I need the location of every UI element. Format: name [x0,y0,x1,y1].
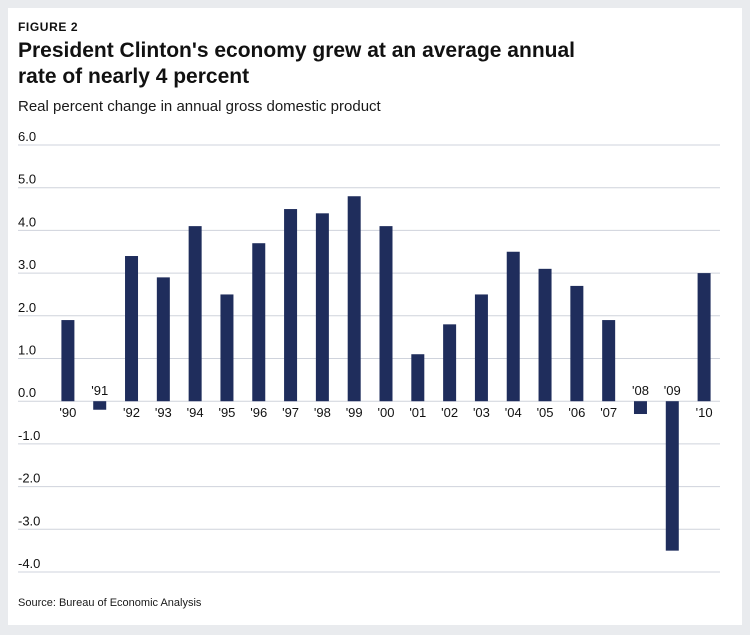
bar-15 [538,268,552,402]
x-tick-label: '05 [537,405,554,420]
y-tick-label: -1.0 [18,428,40,443]
bar-17 [602,320,616,402]
figure-panel: FIGURE 2 President Clinton's economy gre… [8,8,742,625]
figure-label: FIGURE 2 [18,20,79,34]
x-tick-label: '04 [505,405,522,420]
y-tick-label: 4.0 [18,214,36,229]
bar-19 [665,401,679,551]
bar-16 [570,285,584,402]
bar-18 [633,401,647,415]
bar-3 [156,277,170,402]
x-tick-label: '99 [346,405,363,420]
x-tick-label: '90 [59,405,76,420]
x-tick-label: '09 [664,383,681,398]
bar-11 [411,354,425,402]
bar-4 [188,226,202,402]
bar-20 [697,273,711,402]
bar-13 [474,294,488,402]
bar-7 [284,209,298,402]
y-tick-label: 6.0 [18,129,36,144]
bar-12 [443,324,457,402]
bar-0 [61,320,75,402]
x-tick-label: '08 [632,383,649,398]
y-tick-label: 1.0 [18,343,36,358]
y-tick-label: -4.0 [18,556,40,571]
x-tick-label: '92 [123,405,140,420]
y-tick-label: 0.0 [18,385,36,400]
chart-title: President Clinton's economy grew at an a… [18,39,575,88]
x-tick-label: '97 [282,405,299,420]
chart-subtitle: Real percent change in annual gross dome… [18,98,381,115]
x-tick-label: '01 [409,405,426,420]
x-tick-label: '95 [218,405,235,420]
x-tick-label: '98 [314,405,331,420]
bar-chart: 6.0 5.0 4.0 3.0 2.0 1.0 0.0 -1.0 -2.0 -3.0 -4.0 '90… [18,129,720,573]
y-tick-label: 2.0 [18,300,36,315]
x-tick-label: '94 [187,405,204,420]
x-tick-label: '00 [378,405,395,420]
source-note: Source: Bureau of Economic Analysis [18,597,202,609]
bar-10 [379,226,393,402]
x-tick-label: '06 [568,405,585,420]
x-tick-label: '10 [696,405,713,420]
bar-14 [506,251,520,402]
y-tick-label: 3.0 [18,257,36,272]
x-tick-label: '91 [91,383,108,398]
y-tick-label: -2.0 [18,471,40,486]
bar-6 [252,243,266,402]
x-tick-label: '03 [473,405,490,420]
y-tick-label: -3.0 [18,513,40,528]
y-tick-label: 5.0 [18,172,36,187]
bar-8 [315,213,329,402]
bar-1 [93,401,107,410]
bar-5 [220,294,234,402]
bar-9 [347,196,361,402]
x-tick-label: '93 [155,405,172,420]
x-tick-label: '07 [600,405,617,420]
x-tick-label: '96 [250,405,267,420]
x-tick-label: '02 [441,405,458,420]
bar-2 [125,256,139,402]
